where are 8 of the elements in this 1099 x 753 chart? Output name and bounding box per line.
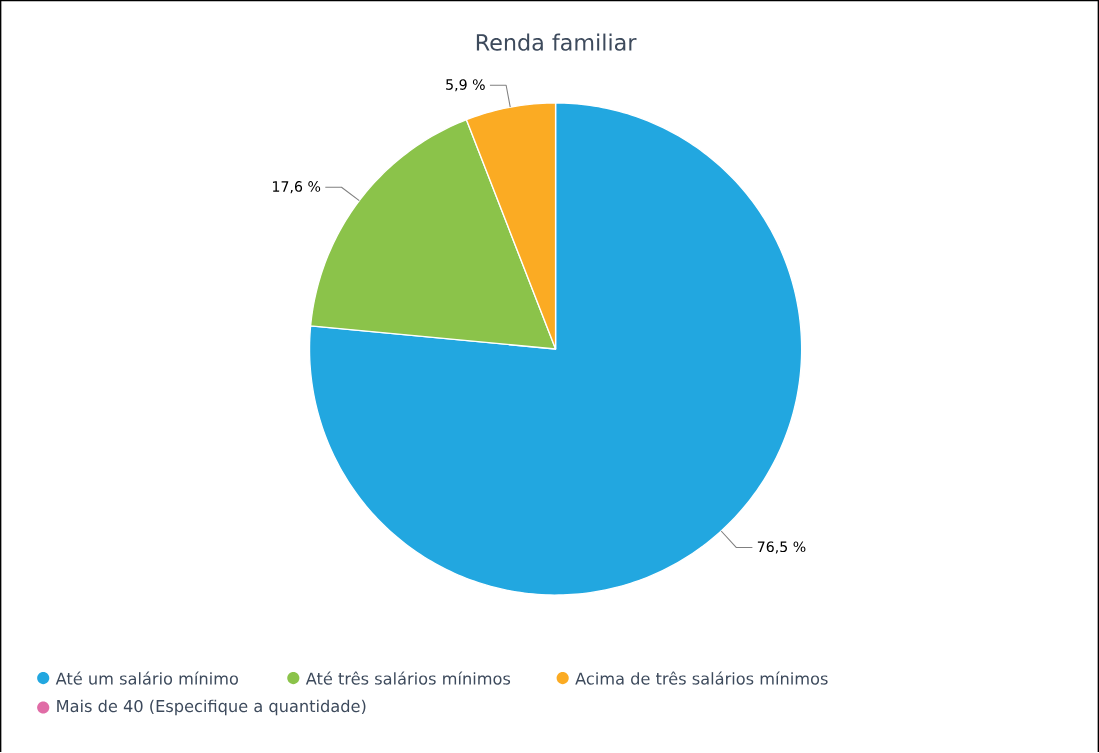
- legend-label: Até três salários mínimos: [305, 671, 511, 685]
- data-label: 5,9 %: [446, 79, 485, 92]
- data-label: 76,5 %: [757, 541, 806, 554]
- legend-label: Acima de três salários mínimos: [575, 671, 828, 685]
- legend-label: Até um salário mínimo: [55, 671, 238, 685]
- chart-title: Renda familiar: [476, 33, 637, 51]
- legend-label: Mais de 40 (Especifique a quantidade): [57, 699, 366, 716]
- data-label: 17,6 %: [272, 181, 321, 194]
